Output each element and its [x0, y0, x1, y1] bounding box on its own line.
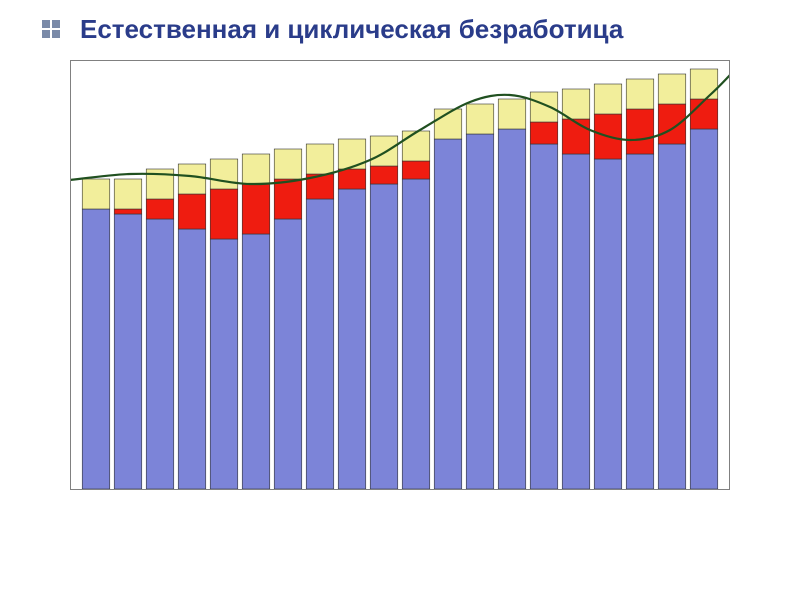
- bullet-icon: [42, 20, 60, 38]
- chart-title: Естественная и циклическая безработица: [80, 14, 623, 45]
- chart-svg: [70, 60, 730, 490]
- chart-container: [70, 60, 730, 490]
